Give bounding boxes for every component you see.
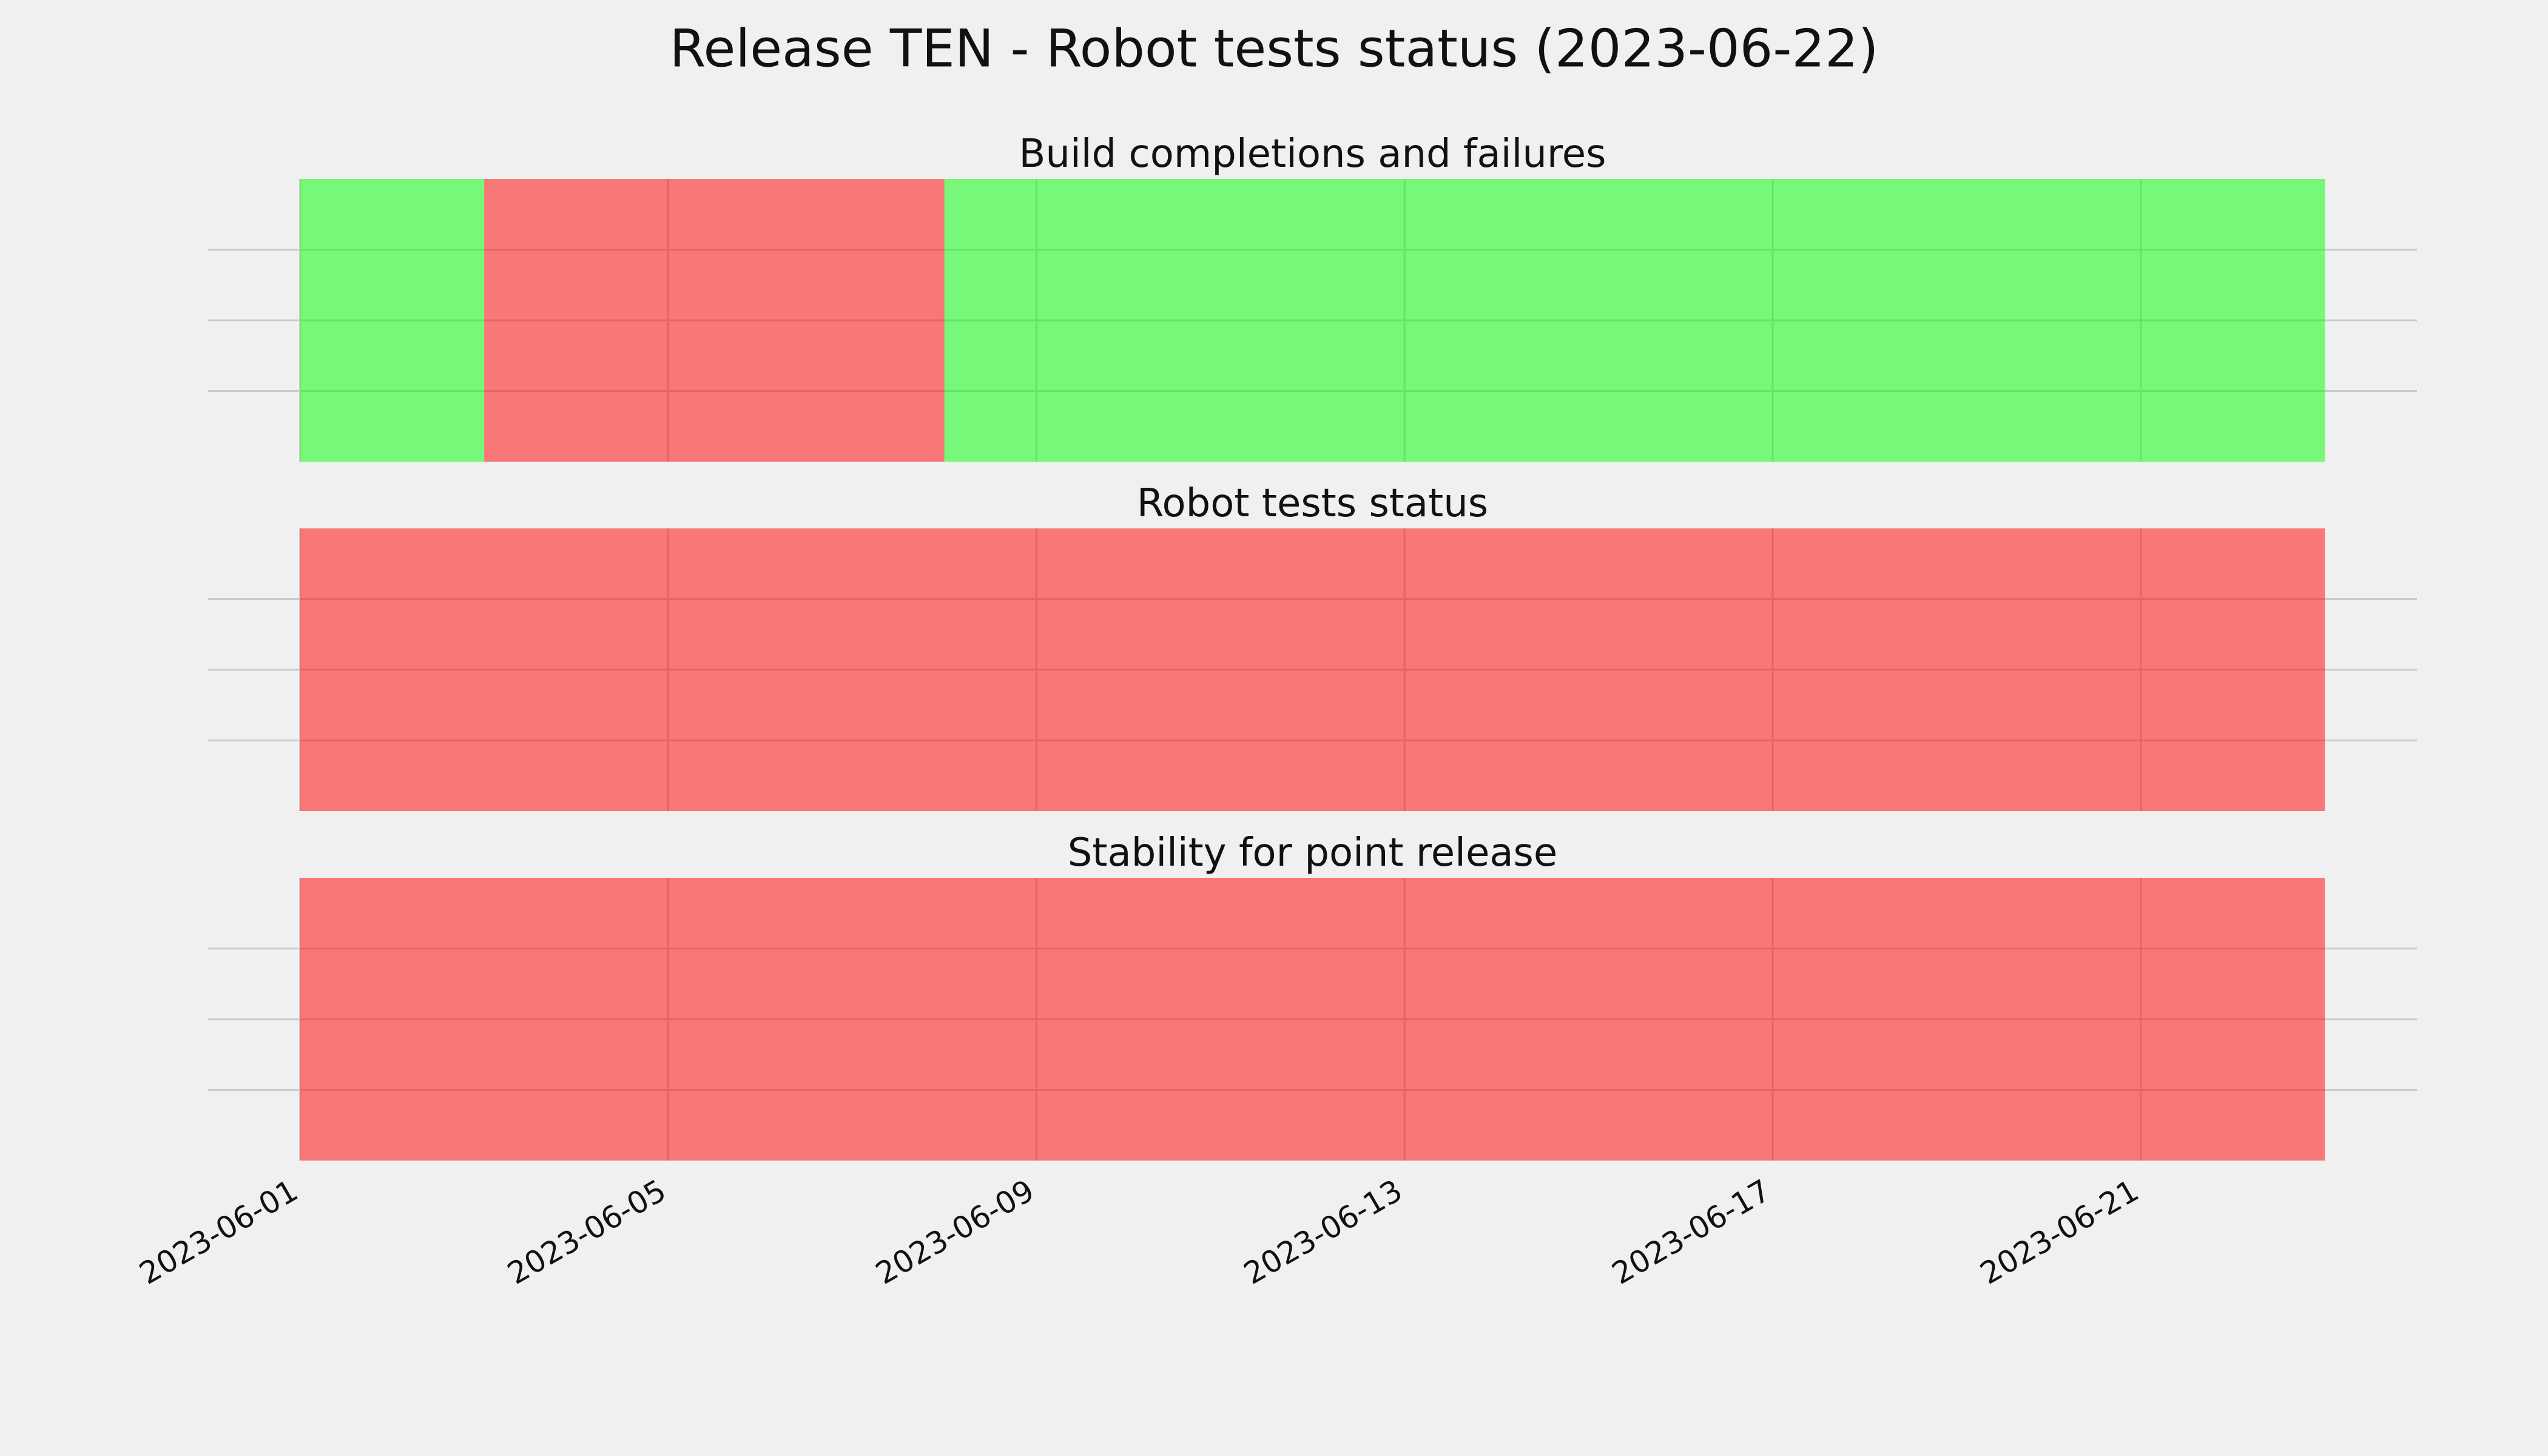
- status-segment: [300, 878, 2325, 1161]
- figure-title: Release TEN - Robot tests status (2023-0…: [670, 18, 1879, 79]
- subplot-title: Stability for point release: [1068, 831, 1558, 875]
- subplot-title: Build completions and failures: [1019, 132, 1606, 177]
- status-segment: [484, 179, 945, 462]
- status-segment: [300, 528, 2325, 811]
- status-segment: [944, 179, 2325, 462]
- subplot-title: Robot tests status: [1137, 481, 1488, 526]
- status-segment: [300, 179, 485, 462]
